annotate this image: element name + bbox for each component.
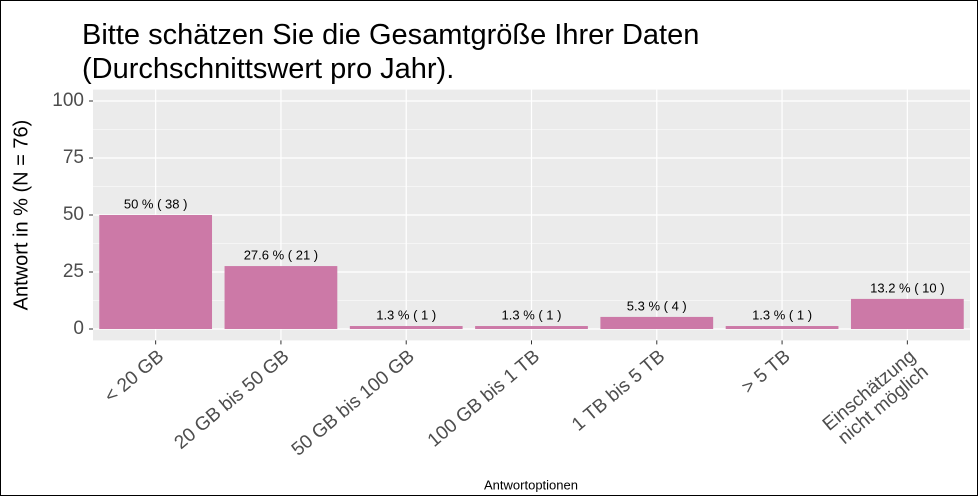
value-label: 5.3 % ( 4 ): [627, 298, 687, 313]
value-label: 1.3 % ( 1 ): [752, 307, 812, 322]
chart-title: Bitte schätzen Sie die Gesamtgröße Ihrer…: [82, 19, 699, 85]
y-tick-label: 75: [63, 147, 84, 168]
bar: [99, 215, 213, 329]
y-axis-label: Antwort in % (N = 76): [10, 120, 32, 311]
y-tick-label: 50: [63, 204, 84, 225]
value-label: 13.2 % ( 10 ): [870, 280, 944, 295]
value-label: 1.3 % ( 1 ): [502, 307, 562, 322]
bar: [850, 298, 964, 329]
bar: [349, 326, 463, 329]
bar: [224, 266, 338, 329]
bar: [725, 326, 839, 329]
value-label: 27.6 % ( 21 ): [244, 248, 318, 263]
y-tick-label: 100: [52, 90, 84, 111]
x-axis-label: Antwortoptionen: [484, 477, 578, 492]
value-label: 50 % ( 38 ): [124, 196, 188, 211]
bar: [475, 326, 588, 329]
value-label: 1.3 % ( 1 ): [376, 307, 436, 322]
y-tick-label: 25: [63, 261, 84, 282]
bar: [600, 316, 714, 329]
y-tick-label: 0: [73, 318, 84, 339]
